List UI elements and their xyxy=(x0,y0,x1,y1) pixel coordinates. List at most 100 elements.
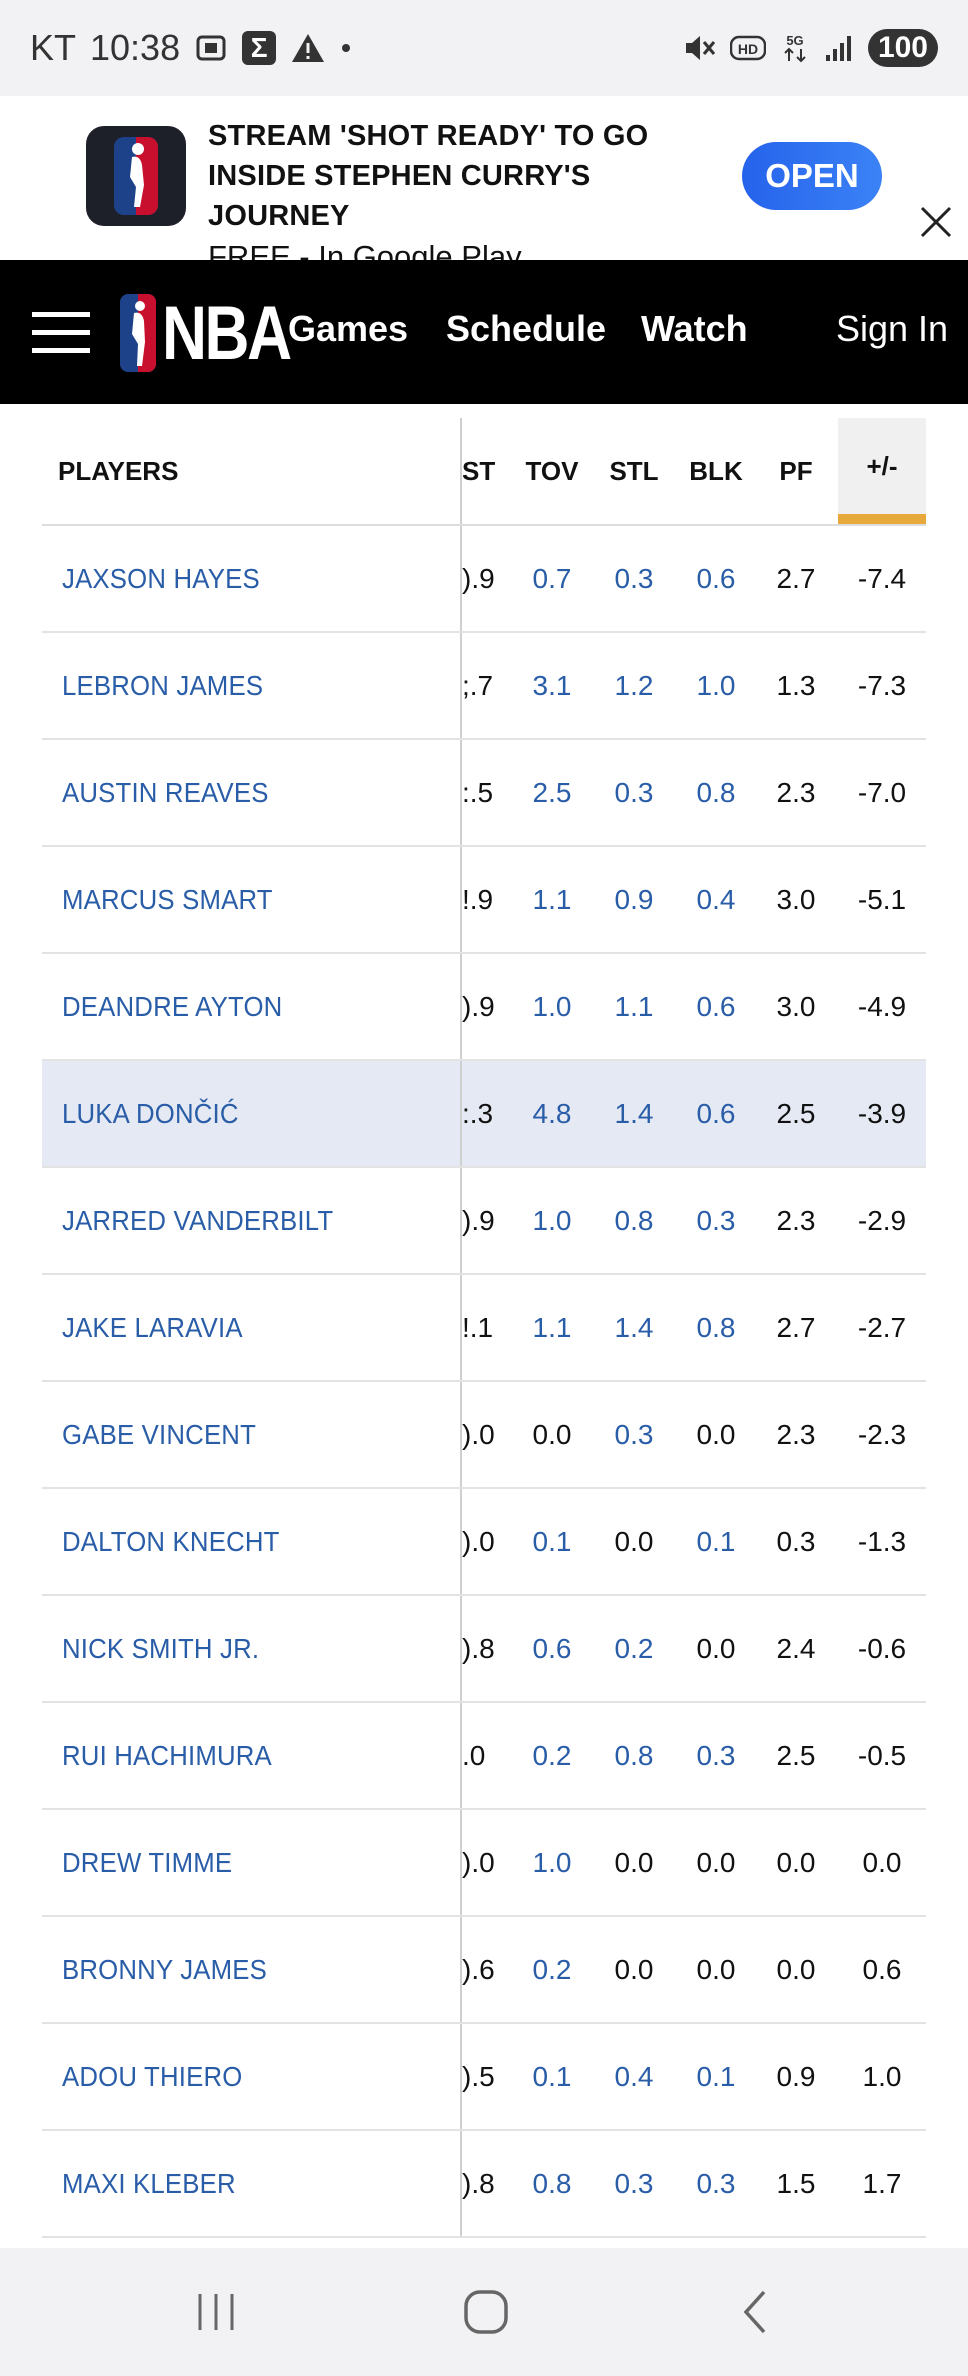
stat-tov[interactable]: 4.8 xyxy=(532,1097,572,1129)
stat-stl[interactable]: 1.1 xyxy=(614,990,654,1022)
table-row[interactable]: DREW TIMME).0 1.0 0.0 0.0 0.0 0.0 xyxy=(42,1810,926,1917)
player-name-link[interactable]: AUSTIN REAVES xyxy=(62,776,269,808)
back-icon[interactable] xyxy=(726,2282,786,2342)
player-name-link[interactable]: MARCUS SMART xyxy=(62,883,273,915)
stat-blk[interactable]: 0.6 xyxy=(696,1097,736,1129)
table-row[interactable]: ADOU THIERO).5 0.1 0.4 0.1 0.9 1.0 xyxy=(42,2024,926,2131)
stat-stl[interactable]: 1.4 xyxy=(614,1311,654,1343)
stat-stl[interactable]: 0.3 xyxy=(614,2167,654,2199)
stat-pf: 2.5 xyxy=(776,1097,816,1129)
table-row[interactable]: DALTON KNECHT).0 0.1 0.0 0.1 0.3 -1.3 xyxy=(42,1489,926,1596)
stat-blk[interactable]: 0.3 xyxy=(696,2167,736,2199)
stat-stl[interactable]: 1.2 xyxy=(614,669,654,701)
stat-blk[interactable]: 0.4 xyxy=(696,883,736,915)
stat-tov[interactable]: 1.0 xyxy=(532,990,572,1022)
stat-tov[interactable]: 3.1 xyxy=(532,669,572,701)
stat-tov[interactable]: 1.1 xyxy=(532,883,572,915)
stat-tov[interactable]: 0.2 xyxy=(532,1953,572,1985)
column-header-stl[interactable]: STL xyxy=(609,455,659,486)
stat-tov[interactable]: 1.0 xyxy=(532,1204,572,1236)
stat-blk[interactable]: 0.6 xyxy=(696,990,736,1022)
app-install-banner[interactable]: STREAM 'SHOT READY' TO GO INSIDE STEPHEN… xyxy=(0,96,968,274)
player-name-link[interactable]: BRONNY JAMES xyxy=(62,1953,268,1985)
table-row[interactable]: JAXSON HAYES).9 0.7 0.3 0.6 2.7 -7.4 xyxy=(42,526,926,633)
player-name-link[interactable]: DEANDRE AYTON xyxy=(62,990,283,1022)
player-name-link[interactable]: ADOU THIERO xyxy=(62,2060,243,2092)
stat-stl[interactable]: 0.4 xyxy=(614,2060,654,2092)
stat-stl[interactable]: 0.3 xyxy=(614,562,654,594)
stat-plus-minus: -2.7 xyxy=(857,1311,907,1343)
stat-stl[interactable]: 0.3 xyxy=(614,1418,654,1450)
column-header-plus-minus[interactable]: +/- xyxy=(838,418,926,524)
table-row[interactable]: JAKE LARAVIA !.1 1.1 1.4 0.8 2.7 -2.7 xyxy=(42,1275,926,1382)
stat-blk[interactable]: 0.3 xyxy=(696,1739,736,1771)
table-row[interactable]: GABE VINCENT).0 0.0 0.3 0.0 2.3 -2.3 xyxy=(42,1382,926,1489)
player-name-link[interactable]: JAKE LARAVIA xyxy=(62,1311,243,1343)
table-row[interactable]: MAXI KLEBER).8 0.8 0.3 0.3 1.5 1.7 xyxy=(42,2131,926,2238)
stat-stl[interactable]: 0.8 xyxy=(614,1204,654,1236)
stat-blk[interactable]: 0.8 xyxy=(696,1311,736,1343)
menu-icon[interactable] xyxy=(32,312,90,354)
table-row[interactable]: NICK SMITH JR.).8 0.6 0.2 0.0 2.4 -0.6 xyxy=(42,1596,926,1703)
stat-stl: 0.0 xyxy=(614,1846,654,1878)
table-row[interactable]: LEBRON JAMES ;.7 3.1 1.2 1.0 1.3 -7.3 xyxy=(42,633,926,740)
table-row[interactable]: LUKA DONČIĆ:.3 4.8 1.4 0.6 2.5 -3.9 xyxy=(42,1061,926,1168)
close-icon[interactable] xyxy=(918,204,954,240)
table-row[interactable]: JARRED VANDERBILT).9 1.0 0.8 0.3 2.3 -2.9 xyxy=(42,1168,926,1275)
nba-logo[interactable]: NBA xyxy=(120,291,318,376)
stat-tov[interactable]: 0.6 xyxy=(532,1632,572,1664)
table-row[interactable]: BRONNY JAMES).6 0.2 0.0 0.0 0.0 0.6 xyxy=(42,1917,926,2024)
player-name-link[interactable]: JAXSON HAYES xyxy=(62,562,260,594)
stat-plus-minus: -7.4 xyxy=(857,562,907,594)
stat-blk[interactable]: 0.8 xyxy=(696,776,736,808)
nav-games-link[interactable]: Games xyxy=(288,308,409,349)
recent-apps-icon[interactable] xyxy=(186,2282,246,2342)
stat-tov[interactable]: 0.1 xyxy=(532,1525,572,1557)
stat-tov[interactable]: 0.7 xyxy=(532,562,572,594)
stat-tov[interactable]: 1.0 xyxy=(532,1846,572,1878)
open-app-button[interactable]: OPEN xyxy=(742,142,882,210)
player-name-link[interactable]: JARRED VANDERBILT xyxy=(62,1204,334,1236)
table-row[interactable]: AUSTIN REAVES:.5 2.5 0.3 0.8 2.3 -7.0 xyxy=(42,740,926,847)
stat-tov[interactable]: 1.1 xyxy=(532,1311,572,1343)
stat-stl[interactable]: 0.9 xyxy=(614,883,654,915)
nav-watch-link[interactable]: Watch xyxy=(641,308,748,349)
stat-blk[interactable]: 0.3 xyxy=(696,1204,736,1236)
home-icon[interactable] xyxy=(456,2282,516,2342)
stat-blk[interactable]: 0.1 xyxy=(696,2060,736,2092)
column-header-pf[interactable]: PF xyxy=(779,455,813,486)
player-name-link[interactable]: DALTON KNECHT xyxy=(62,1525,280,1557)
column-header-blk[interactable]: BLK xyxy=(689,455,743,486)
stat-tov[interactable]: 0.1 xyxy=(532,2060,572,2092)
player-name-link[interactable]: RUI HACHIMURA xyxy=(62,1739,272,1771)
stat-stl[interactable]: 1.4 xyxy=(614,1097,654,1129)
table-row[interactable]: MARCUS SMART !.9 1.1 0.9 0.4 3.0 -5.1 xyxy=(42,847,926,954)
stat-st: !.9 xyxy=(462,883,494,915)
player-name-link[interactable]: LEBRON JAMES xyxy=(62,669,264,701)
stat-pf: 0.9 xyxy=(776,2060,816,2092)
stat-st: ).8 xyxy=(462,1632,495,1664)
stat-stl[interactable]: 0.3 xyxy=(614,776,654,808)
player-name-link[interactable]: DREW TIMME xyxy=(62,1846,233,1878)
top-navigation: NBA Games Schedule Watch Sign In xyxy=(0,260,968,404)
stat-tov[interactable]: 0.8 xyxy=(532,2167,572,2199)
player-name-link[interactable]: NICK SMITH JR. xyxy=(62,1632,260,1664)
stat-tov[interactable]: 2.5 xyxy=(532,776,572,808)
column-header-st[interactable]: ST xyxy=(462,455,496,486)
stat-blk[interactable]: 1.0 xyxy=(696,669,736,701)
stat-blk[interactable]: 0.6 xyxy=(696,562,736,594)
player-name-link[interactable]: LUKA DONČIĆ xyxy=(62,1097,239,1129)
stat-stl[interactable]: 0.8 xyxy=(614,1739,654,1771)
player-name-link[interactable]: GABE VINCENT xyxy=(62,1418,257,1450)
player-cell: MAXI KLEBER xyxy=(42,2131,462,2236)
player-name-link[interactable]: MAXI KLEBER xyxy=(62,2167,236,2199)
stat-tov[interactable]: 0.2 xyxy=(532,1739,572,1771)
players-column-header[interactable]: PLAYERS xyxy=(42,418,462,524)
column-header-tov[interactable]: TOV xyxy=(525,455,579,486)
table-row[interactable]: RUI HACHIMURA .0 0.2 0.8 0.3 2.5 -0.5 xyxy=(42,1703,926,1810)
stat-blk[interactable]: 0.1 xyxy=(696,1525,736,1557)
stat-stl[interactable]: 0.2 xyxy=(614,1632,654,1664)
sign-in-link[interactable]: Sign In xyxy=(836,308,949,349)
table-row[interactable]: DEANDRE AYTON).9 1.0 1.1 0.6 3.0 -4.9 xyxy=(42,954,926,1061)
nav-schedule-link[interactable]: Schedule xyxy=(446,308,607,349)
